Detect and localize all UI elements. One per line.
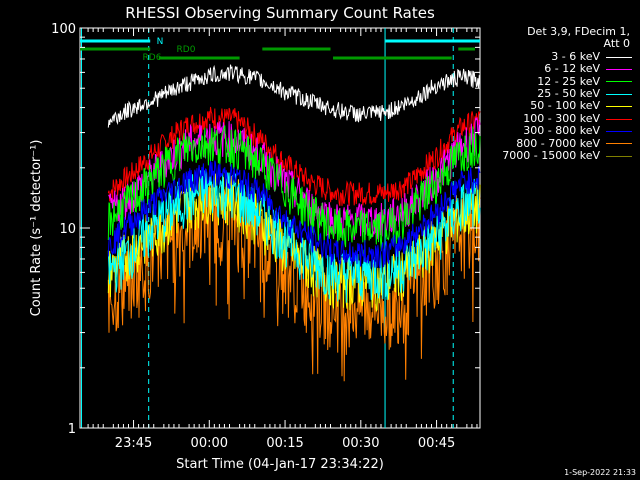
series-line-0 bbox=[107, 64, 481, 128]
legend-item-2: 12 - 25 keV bbox=[470, 74, 636, 88]
legend-label: 12 - 25 keV bbox=[537, 74, 600, 88]
x-tick-label-2: 00:15 bbox=[266, 436, 303, 451]
legend-label: 50 - 100 keV bbox=[530, 99, 600, 113]
series-group bbox=[107, 64, 481, 382]
legend-item-0: 3 - 6 keV bbox=[470, 49, 636, 63]
flag-label-rd0: RD0 bbox=[177, 45, 196, 55]
series-line-2 bbox=[107, 125, 481, 251]
series-line-6 bbox=[107, 160, 481, 269]
y-tick-label-1: 10 bbox=[59, 222, 76, 237]
legend-swatch bbox=[606, 68, 632, 70]
legend-label: 6 - 12 keV bbox=[544, 62, 600, 76]
x-tick-label-0: 23:45 bbox=[115, 436, 152, 451]
legend-swatch bbox=[606, 56, 632, 58]
legend-item-4: 50 - 100 keV bbox=[470, 100, 636, 112]
series-line-5 bbox=[107, 106, 481, 207]
legend-swatch bbox=[606, 155, 632, 157]
flag-label-n: N bbox=[157, 37, 164, 47]
y-axis-label: Count Rate (s⁻¹ detector⁻¹) bbox=[29, 140, 44, 317]
series-line-3 bbox=[107, 170, 481, 303]
legend-label: 100 - 300 keV bbox=[523, 111, 600, 125]
timestamp: 1-Sep-2022 21:33 bbox=[564, 468, 636, 477]
legend-swatch bbox=[606, 106, 632, 108]
legend-label: 7000 - 15000 keV bbox=[502, 149, 600, 163]
legend: Det 3,9, FDecim 1, Att 0 3 - 6 keV 6 - 12… bbox=[470, 25, 636, 163]
x-tick-label-1: 00:00 bbox=[191, 436, 228, 451]
series-line-7 bbox=[107, 184, 481, 382]
legend-header-line-2: Att 0 bbox=[603, 37, 630, 51]
legend-header-line-1: Det 3,9, FDecim 1, bbox=[527, 25, 630, 38]
legend-item-3: 25 - 50 keV bbox=[470, 87, 636, 101]
y-tick-label-2: 100 bbox=[51, 22, 76, 37]
legend-label: 800 - 7000 keV bbox=[516, 136, 600, 150]
legend-item-6: 300 - 800 keV bbox=[470, 124, 636, 138]
legend-item-5: 100 - 300 keV bbox=[470, 111, 636, 125]
axes-group: 23:45 00:00 00:15 00:30 00:45 1 10 100 bbox=[51, 22, 480, 451]
flag-label-rd6: RD6 bbox=[143, 53, 162, 63]
observing-flags: N RD0 RD6 bbox=[80, 37, 480, 63]
legend-label: 300 - 800 keV bbox=[523, 124, 600, 138]
x-axis-label: Start Time (04-Jan-17 23:34:22) bbox=[176, 457, 384, 472]
legend-swatch bbox=[606, 143, 632, 145]
legend-swatch bbox=[606, 130, 632, 132]
chart-title: RHESSI Observing Summary Count Rates bbox=[125, 4, 435, 22]
legend-label: 3 - 6 keV bbox=[551, 49, 600, 63]
legend-swatch bbox=[606, 93, 632, 95]
legend-item-7: 800 - 7000 keV bbox=[470, 136, 636, 150]
legend-item-1: 6 - 12 keV bbox=[470, 62, 636, 76]
y-tick-label-0: 1 bbox=[68, 422, 76, 437]
x-tick-label-3: 00:30 bbox=[342, 436, 379, 451]
legend-item-8: 7000 - 15000 keV bbox=[470, 149, 636, 163]
legend-swatch bbox=[606, 81, 632, 83]
x-tick-label-4: 00:45 bbox=[418, 436, 455, 451]
legend-swatch bbox=[606, 118, 632, 120]
legend-label: 25 - 50 keV bbox=[537, 87, 600, 101]
